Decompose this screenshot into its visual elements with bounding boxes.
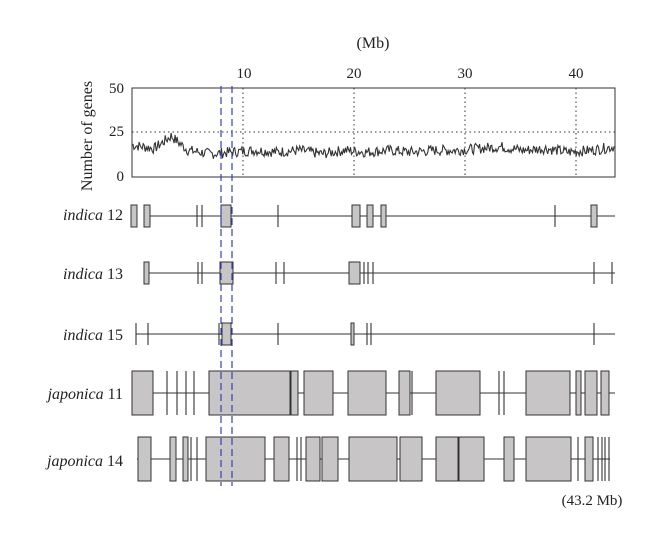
track-block: [169, 436, 177, 482]
track-label-indica-12: indica 12: [63, 207, 123, 224]
track-block: [348, 261, 361, 285]
track-block: [303, 370, 334, 416]
track-block: [525, 436, 572, 482]
track-block: [290, 370, 299, 416]
top-tick-label: 10: [237, 66, 252, 82]
track-3: [135, 322, 615, 346]
track-block: [219, 261, 234, 285]
track-block: [221, 322, 232, 346]
track-1: [130, 204, 615, 228]
track-block: [273, 436, 290, 482]
top-tick-label: 20: [347, 66, 362, 82]
track-block: [350, 322, 355, 346]
mb-unit-label: (Mb): [357, 35, 390, 52]
track-block: [130, 204, 138, 228]
y-tick-label: 0: [117, 169, 125, 185]
track-block: [584, 370, 598, 416]
track-5: [137, 436, 610, 482]
track-block: [380, 204, 387, 228]
track-block: [525, 370, 571, 416]
y-tick-label: 25: [109, 124, 124, 140]
track-block: [137, 436, 152, 482]
track-block: [600, 370, 610, 416]
track-block: [143, 261, 150, 285]
track-block: [399, 436, 423, 482]
track-block: [435, 370, 481, 416]
gene-density-line: [131, 132, 616, 159]
track-block: [584, 436, 594, 482]
track-block: [351, 204, 361, 228]
track-block: [575, 370, 582, 416]
track-block: [366, 204, 374, 228]
track-label-indica-13: indica 13: [63, 266, 123, 283]
track-block: [143, 204, 151, 228]
track-label-japonica-11: japonica 11: [46, 386, 123, 403]
track-block: [348, 436, 398, 482]
top-tick-label: 30: [458, 66, 473, 82]
track-block: [347, 370, 387, 416]
track-block: [208, 370, 291, 416]
gene-density-plot: 50 25 0 Number of genes: [79, 81, 616, 191]
track-block: [590, 204, 598, 228]
track-block: [131, 370, 154, 416]
track-block: [458, 436, 485, 482]
track-4: [131, 370, 615, 416]
track-block: [398, 370, 411, 416]
track-block: [182, 436, 189, 482]
track-block: [205, 436, 266, 482]
track-2: [143, 261, 615, 285]
track-block: [305, 436, 321, 482]
track-label-indica-15: indica 15: [63, 327, 123, 344]
top-tick-label: 40: [569, 66, 584, 82]
chromosome-tracks: [130, 204, 615, 482]
track-block: [321, 436, 339, 482]
track-label-japonica-14: japonica 14: [45, 453, 123, 470]
track-block: [503, 436, 515, 482]
chromosome-end-label: (43.2 Mb): [562, 493, 623, 509]
y-axis-label: Number of genes: [79, 81, 96, 191]
y-tick-label: 50: [109, 81, 124, 97]
track-block: [435, 436, 459, 482]
track-block: [220, 204, 232, 228]
